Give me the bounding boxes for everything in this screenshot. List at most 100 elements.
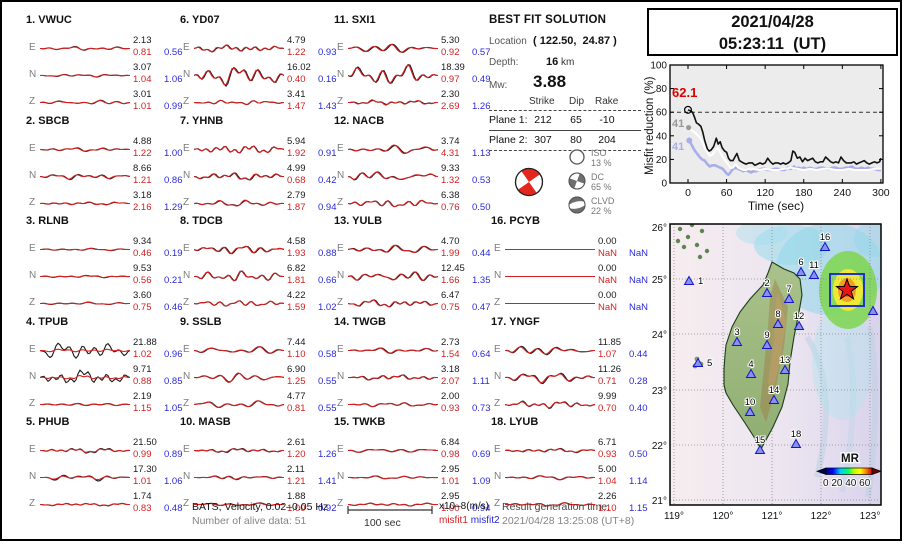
station-block-LYUB: 18. LYUB E 6.71 0.93 0.50 N 5.00 1.04 1.14 Z 2.26 1… — [489, 416, 648, 516]
misfit2-value: NaN — [629, 301, 649, 313]
peak-amplitude: 2.00 — [441, 391, 460, 402]
waveform-trace — [348, 475, 438, 480]
misfit2-value: 1.11 — [472, 375, 490, 387]
channel-label: E — [29, 143, 36, 154]
misfit1-value: 1.01 — [133, 475, 152, 487]
station-number: 12. — [334, 115, 350, 127]
channel-row-Z: Z 2.95 1.00 0.94 — [332, 491, 491, 518]
waveform-trace — [194, 447, 284, 453]
misfit1-value: 1.99 — [441, 247, 460, 259]
waveform-trace — [348, 63, 438, 85]
map-station-number: 12 — [794, 311, 805, 322]
amplitude-unit-label: x10–8(m/s) — [439, 501, 490, 512]
waveform-trace — [194, 44, 284, 53]
misfit1-value: 0.88 — [133, 375, 152, 387]
misfit-reduction-alt-line — [688, 139, 881, 176]
station-number: 14. — [334, 316, 350, 328]
station-block-PCYB: 16. PCYB E 0.00 NaN NaN N 0.00 NaN NaN Z 0.00 NaN Na… — [489, 215, 648, 315]
station-header: 15. TWKB — [334, 416, 385, 428]
channel-row-E: E 3.74 4.31 1.13 — [332, 136, 491, 163]
station-block-TDCB: 8. TDCB E 4.58 1.93 0.88 N 6.82 1.81 0.66 Z 4.22 1.… — [178, 215, 337, 315]
station-block-MASB: 10. MASB E 2.61 1.20 1.26 N 2.11 1.21 1.41 Z 1.88 1… — [178, 416, 337, 516]
map-station-number: 15 — [755, 435, 766, 446]
waveform-trace — [40, 173, 130, 181]
channel-row-E: E 5.30 0.92 0.57 — [332, 35, 491, 62]
peak-amplitude: 9.99 — [598, 391, 617, 402]
misfit1-value: 1.47 — [287, 100, 306, 112]
channel-row-E: E 7.44 1.10 0.58 — [178, 337, 337, 364]
waveform-trace — [40, 99, 130, 105]
misfit1-value: 0.97 — [441, 73, 460, 85]
peak-amplitude: 4.22 — [287, 290, 306, 301]
station-header: 11. SXI1 — [334, 14, 376, 26]
waveform-trace — [348, 448, 438, 453]
peak-amplitude: 1.74 — [133, 491, 152, 502]
peak-amplitude: 2.11 — [287, 464, 305, 475]
misfit1-value: 0.68 — [287, 174, 306, 186]
mw-label: Mw: — [489, 80, 508, 91]
map-station-number: 16 — [820, 232, 831, 243]
misfit1-value: 1.21 — [133, 174, 152, 186]
waveform-trace — [194, 270, 284, 282]
misfit2-value: 1.14 — [629, 475, 648, 487]
x-tick-label: 180 — [795, 187, 813, 199]
waveform-trace — [505, 502, 595, 507]
misfit1-value: 1.07 — [598, 348, 617, 360]
misfit1-value: 1.54 — [441, 348, 460, 360]
separator — [489, 130, 641, 131]
misfit2-value: 0.50 — [472, 201, 491, 213]
separator — [489, 110, 641, 111]
misfit1-value: 1.92 — [287, 147, 306, 159]
channel-label: E — [183, 344, 190, 355]
station-number: 6. — [180, 14, 190, 26]
map-station-6: 6 — [795, 256, 807, 276]
station-block-YD07: 6. YD07 E 4.79 1.22 0.93 N 16.02 0.40 0.16 Z 3.41 1… — [178, 14, 337, 114]
peak-amplitude: 4.70 — [441, 236, 460, 247]
channel-row-E: E 9.34 0.46 0.19 — [24, 236, 183, 263]
channel-row-E: E 4.79 1.22 0.93 — [178, 35, 337, 62]
station-code: RLNB — [38, 215, 69, 227]
longitude-label: 119° — [664, 511, 684, 522]
origin-time-box: 2021/04/28 05:23:11 (UT) — [647, 8, 898, 56]
peak-amplitude: 9.34 — [133, 236, 152, 247]
colorbar-ticks: 0 20 40 60 — [823, 478, 871, 489]
channel-row-N: N 11.26 0.71 0.28 — [489, 364, 648, 391]
waveform-trace — [348, 402, 438, 408]
latitude-label: 26° — [652, 223, 667, 234]
waveform-trace — [505, 302, 595, 305]
misfit2-value: NaN — [629, 247, 649, 259]
station-header: 12. NACB — [334, 115, 384, 127]
station-number: 3. — [26, 215, 36, 227]
misfit1-value: NaN — [598, 301, 618, 313]
dc-label: DC — [591, 172, 604, 182]
waveform-trace — [194, 372, 284, 383]
channel-label: E — [494, 344, 501, 355]
station-header: 13. YULB — [334, 215, 382, 227]
misfit2-value: 1.43 — [318, 100, 337, 112]
channel-label: Z — [29, 197, 36, 208]
misfit1-value: 1.22 — [287, 46, 306, 58]
misfit2-label: misfit2 — [470, 515, 500, 526]
station-block-TPUB: 4. TPUB E 21.88 1.02 0.96 N 9.71 0.88 0.85 Z 2.19 1… — [24, 316, 183, 416]
misfit1-value: 1.21 — [287, 475, 306, 487]
result-time-value: 2021/04/28 13:25:08 (UT+8) — [502, 515, 635, 527]
map-station-number: 14 — [769, 385, 780, 396]
map-station-9: 9 — [761, 329, 773, 349]
channel-label: Z — [183, 197, 190, 208]
channel-row-E: E 21.50 0.99 0.89 — [24, 437, 183, 464]
misfit1-value: 0.75 — [441, 301, 460, 313]
station-code: NACB — [352, 115, 385, 127]
channel-row-N: N 6.90 1.25 0.55 — [178, 364, 337, 391]
channel-label: E — [183, 143, 190, 154]
mw-value: 3.88 — [533, 72, 567, 91]
misfit2-value: 0.58 — [318, 348, 337, 360]
channel-label: E — [337, 143, 344, 154]
misfit1-value: 0.98 — [441, 448, 460, 460]
station-block-YHNB: 7. YHNB E 5.94 1.92 0.91 N 4.99 0.68 0.42 Z 2.79 1.… — [178, 115, 337, 215]
station-block-SSLB: 9. SSLB E 7.44 1.10 0.58 N 6.90 1.25 0.55 Z 4.77 0.… — [178, 316, 337, 416]
misfit1-label: misfit1 — [439, 515, 468, 526]
channel-row-N: N 9.53 0.56 0.21 — [24, 263, 183, 290]
misfit2-value: 0.86 — [164, 174, 183, 186]
channel-label: Z — [337, 398, 344, 409]
map-station-3: 3 — [731, 326, 743, 346]
